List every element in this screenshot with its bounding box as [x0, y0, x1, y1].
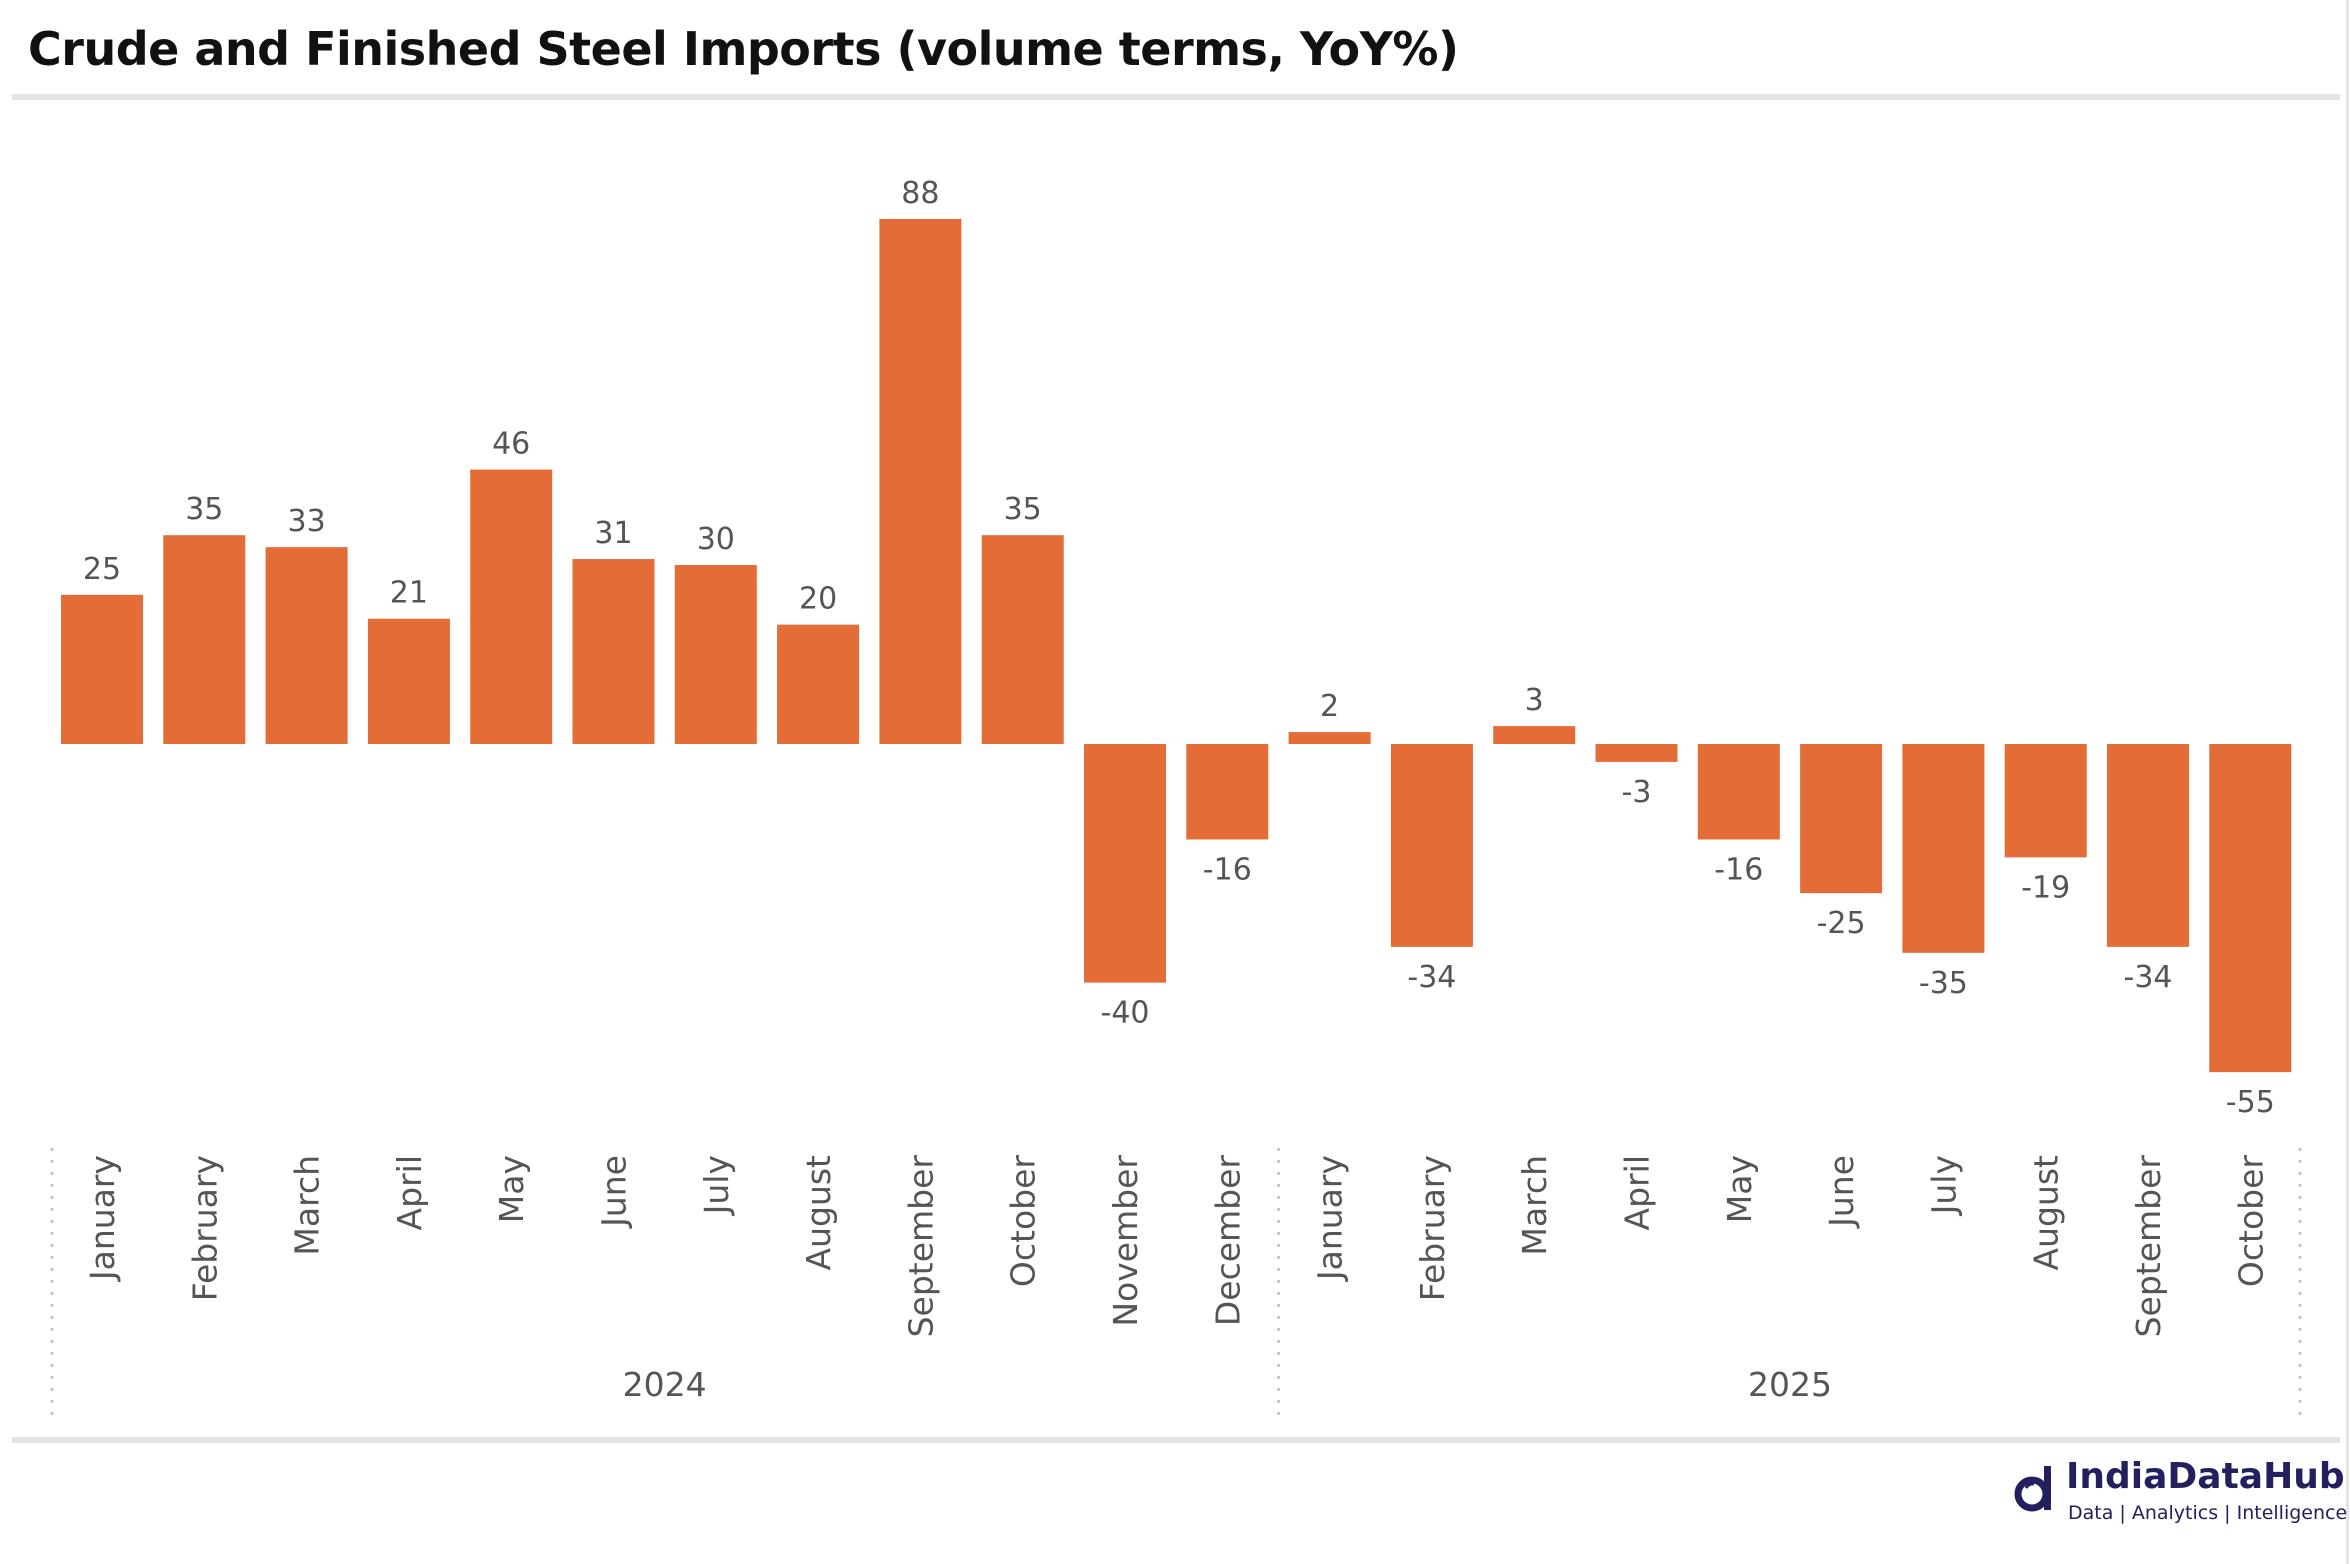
- chart-title: Crude and Finished Steel Imports (volume…: [28, 22, 1459, 76]
- x-group-label: 2024: [623, 1365, 707, 1404]
- bar: [2004, 744, 2087, 858]
- title-divider: [12, 94, 2340, 100]
- data-label: -34: [2124, 960, 2173, 995]
- bar: [572, 559, 655, 744]
- data-label: -19: [2021, 870, 2070, 905]
- bar: [1902, 744, 1985, 953]
- india-data-hub-logo: IndiaDataHub Data | Analytics | Intellig…: [2014, 1456, 2347, 1536]
- x-tick-label: January: [83, 1155, 122, 1282]
- bar: [1390, 744, 1473, 947]
- x-tick-label: June: [595, 1155, 634, 1229]
- x-tick-label: September: [901, 1155, 940, 1338]
- data-label: 35: [1004, 492, 1042, 527]
- bar: [981, 535, 1064, 744]
- data-label: 21: [390, 576, 428, 611]
- x-tick-label: March: [288, 1155, 327, 1256]
- data-label: 30: [697, 522, 735, 557]
- x-tick-label: February: [185, 1155, 224, 1301]
- data-label: -55: [2226, 1085, 2275, 1120]
- x-tick-label: June: [1822, 1155, 1861, 1229]
- x-tick-label: December: [1208, 1155, 1247, 1327]
- x-tick-label: July: [1924, 1155, 1963, 1216]
- x-group-label: 2025: [1748, 1365, 1832, 1404]
- bar: [1186, 744, 1269, 840]
- bar: [674, 565, 757, 744]
- data-label: 25: [83, 552, 121, 587]
- x-tick-label: May: [1720, 1155, 1759, 1223]
- bar: [879, 218, 962, 744]
- data-label: -16: [1203, 852, 1252, 887]
- x-tick-label: March: [1515, 1155, 1554, 1256]
- data-label: 20: [799, 582, 837, 617]
- data-label: -3: [1622, 775, 1652, 810]
- data-label: -40: [1101, 996, 1150, 1031]
- x-tick-label: April: [1618, 1155, 1657, 1230]
- x-tick-label: January: [1311, 1155, 1350, 1282]
- logo-mark-icon: [2014, 1466, 2051, 1512]
- data-label: 31: [594, 516, 632, 551]
- data-label: -16: [1714, 852, 1763, 887]
- bar: [1288, 732, 1371, 744]
- right-border: [2346, 0, 2349, 1564]
- data-label: -34: [1407, 960, 1456, 995]
- x-tick-label: November: [1106, 1155, 1145, 1327]
- bar: [470, 469, 553, 744]
- x-tick-label: May: [492, 1155, 531, 1223]
- data-label: 46: [492, 427, 530, 462]
- data-label: 2: [1320, 689, 1339, 724]
- x-tick-label: August: [2027, 1155, 2066, 1271]
- bar: [1084, 744, 1166, 983]
- bar: [2209, 744, 2292, 1073]
- x-tick-label: February: [1413, 1155, 1452, 1301]
- bar: [1595, 744, 1678, 762]
- x-tick-label: October: [1004, 1155, 1043, 1287]
- data-label: -35: [1919, 966, 1968, 1001]
- data-label: -25: [1817, 906, 1866, 941]
- x-tick-label: July: [697, 1155, 736, 1216]
- bar-chart: 25 January 35 February 33 March 21 April 46 May 31…: [50, 176, 2302, 1418]
- bar: [777, 624, 860, 744]
- bar: [1697, 744, 1780, 840]
- logo-brand: IndiaDataHub: [2066, 1456, 2345, 1497]
- bar: [265, 547, 348, 744]
- footer-divider: [12, 1437, 2340, 1443]
- x-tick-label: October: [2231, 1155, 2270, 1287]
- bar: [163, 535, 246, 744]
- bar: [1493, 726, 1576, 744]
- data-label: 33: [288, 504, 326, 539]
- bar: [367, 618, 450, 744]
- x-tick-label: April: [390, 1155, 429, 1230]
- data-label: 3: [1525, 683, 1544, 718]
- bar: [1800, 744, 1883, 894]
- logo-tagline: Data | Analytics | Intelligence: [2068, 1502, 2348, 1524]
- data-label: 35: [185, 492, 223, 527]
- bar: [61, 594, 143, 744]
- x-tick-label: August: [799, 1155, 838, 1271]
- bar: [2107, 744, 2189, 947]
- data-label: 88: [901, 176, 939, 211]
- x-tick-label: September: [2129, 1155, 2168, 1338]
